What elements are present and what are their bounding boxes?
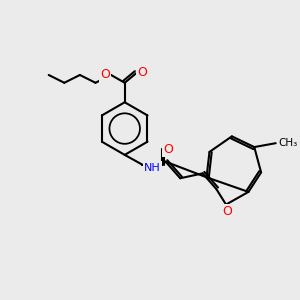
Text: O: O bbox=[164, 142, 173, 155]
Text: NH: NH bbox=[144, 163, 161, 172]
Text: O: O bbox=[222, 205, 232, 218]
Text: O: O bbox=[100, 68, 110, 80]
Text: CH₃: CH₃ bbox=[279, 138, 298, 148]
Text: O: O bbox=[137, 66, 147, 79]
